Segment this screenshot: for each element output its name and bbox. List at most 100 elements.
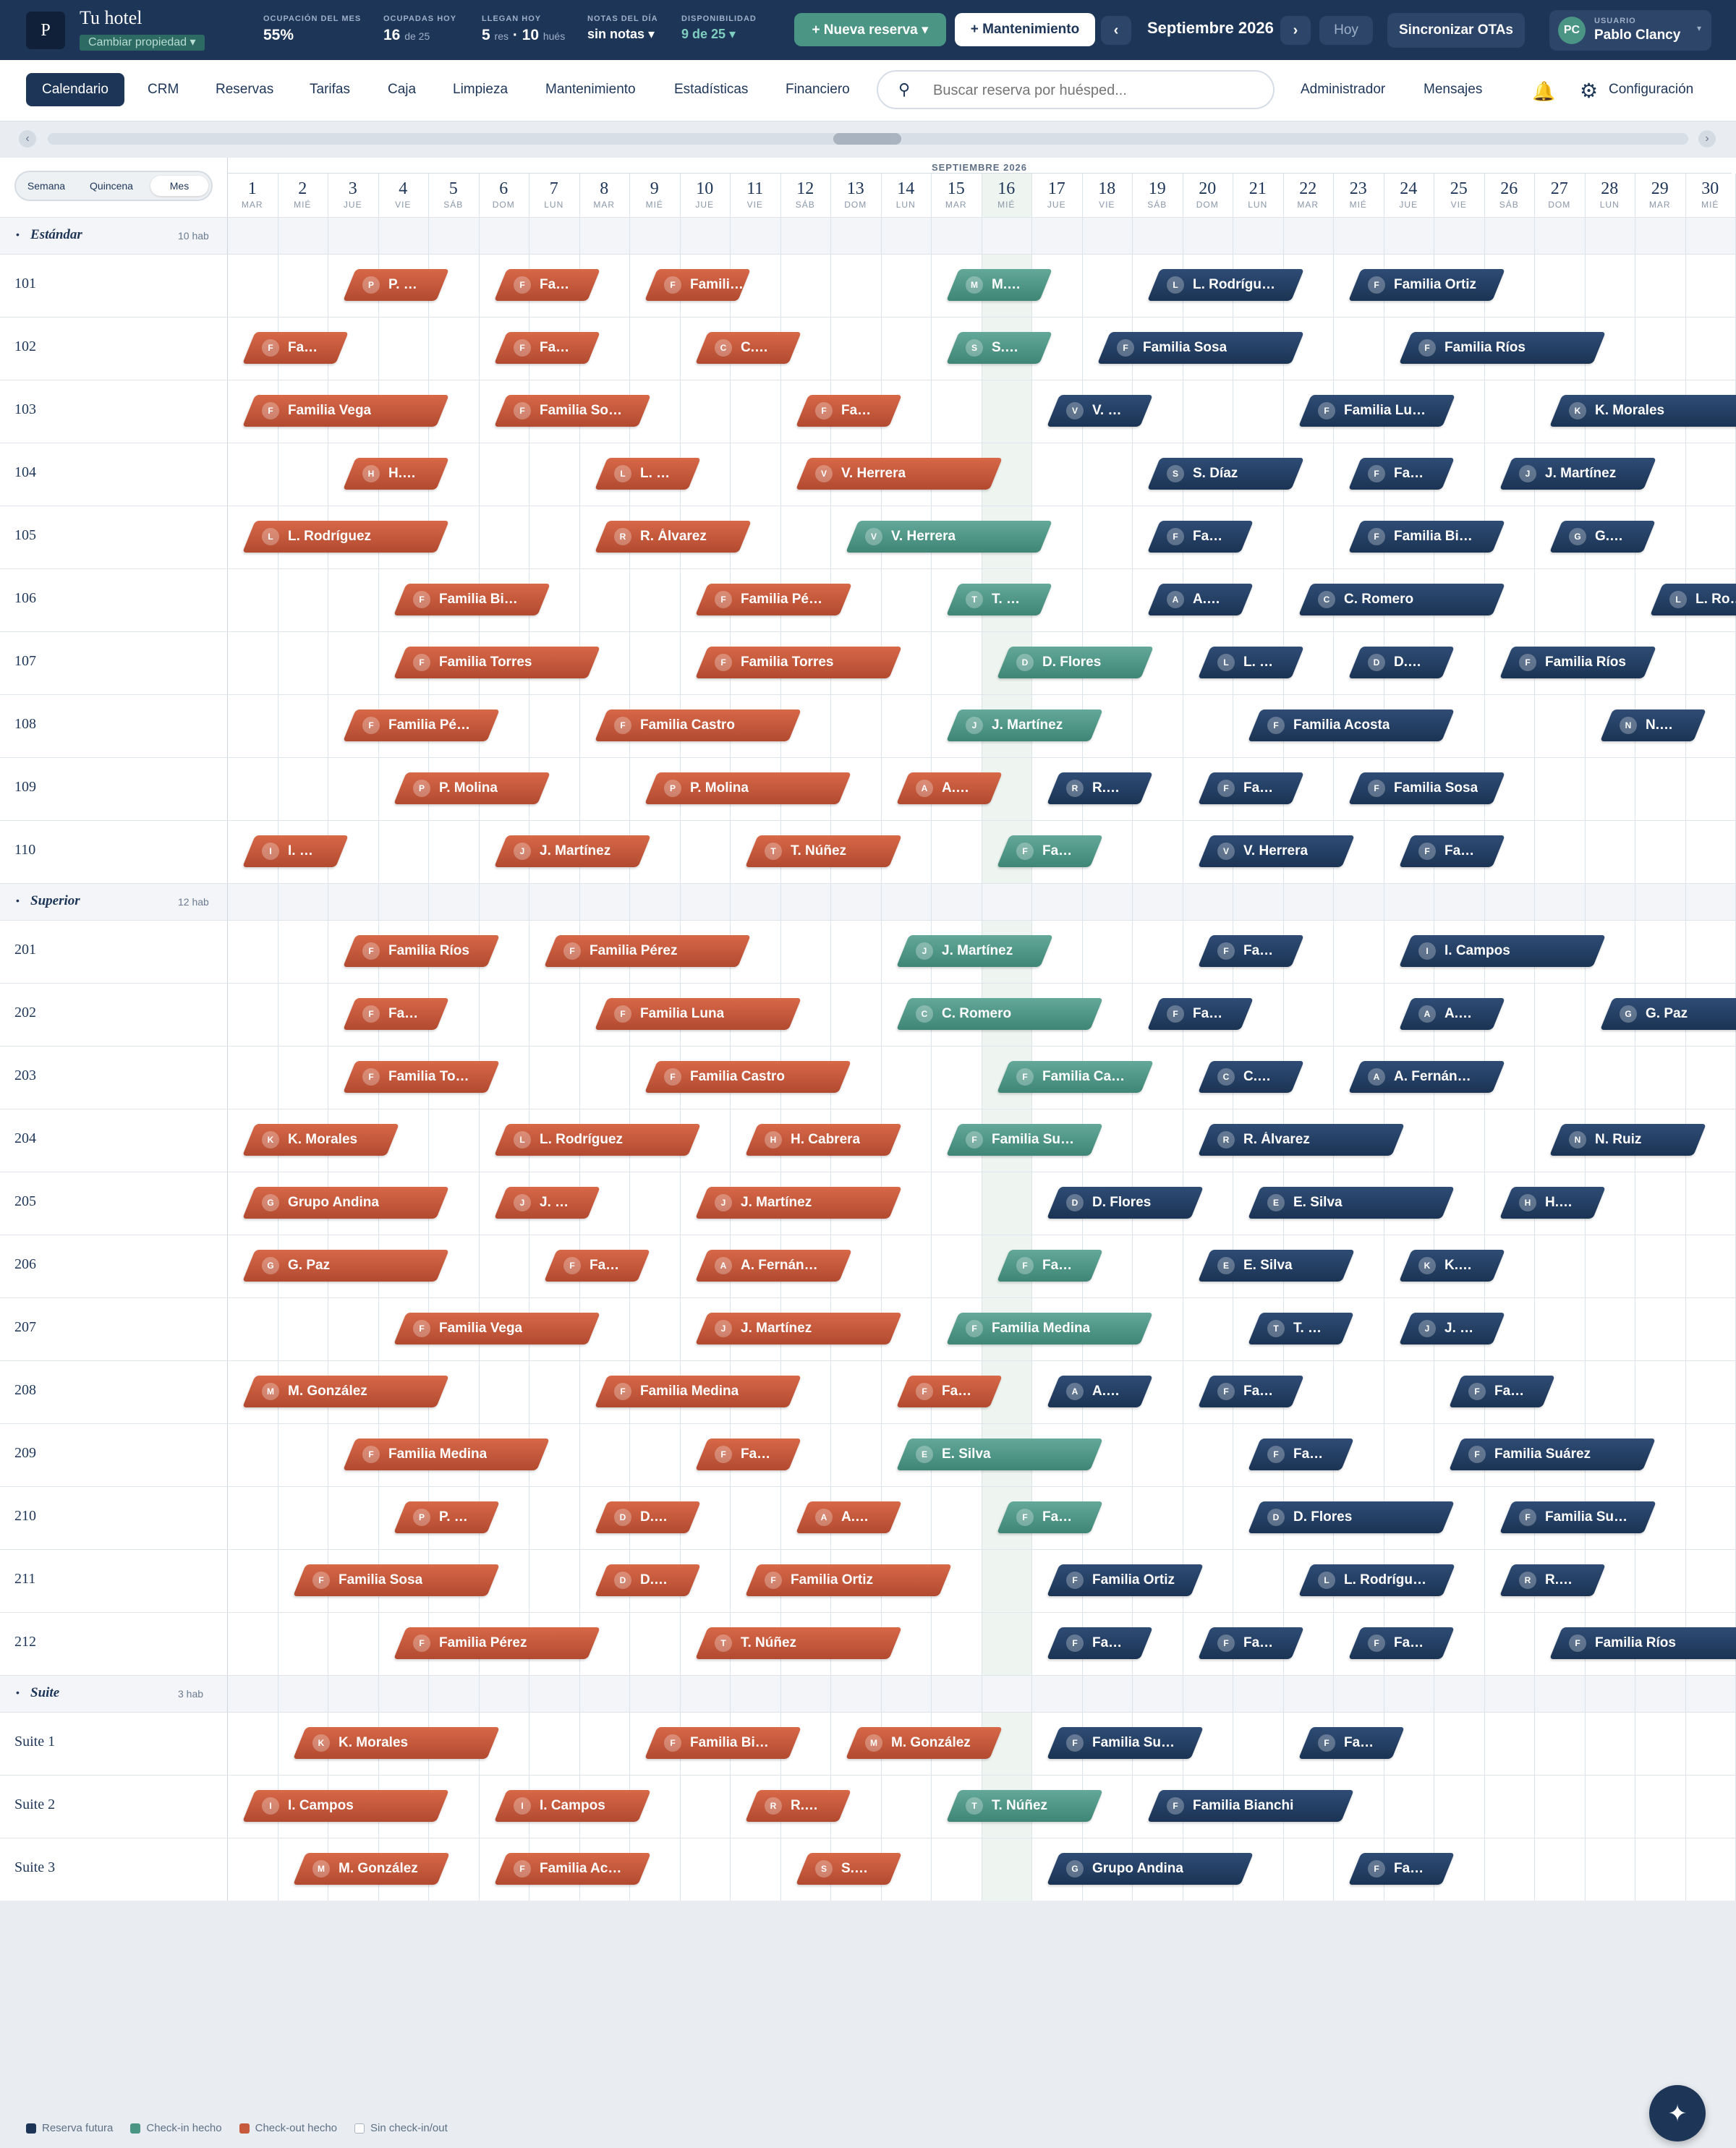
tab-crm[interactable]: CRM [148, 82, 179, 97]
booking-bar[interactable]: S S. Díaz [1147, 458, 1304, 490]
booking-bar[interactable]: M M. González [292, 1853, 449, 1885]
room-label[interactable]: 109 [14, 779, 36, 795]
booking-bar[interactable]: J J. Martínez [895, 935, 1052, 967]
booking-bar[interactable]: K K. Morales [292, 1727, 500, 1759]
booking-bar[interactable]: N N.… [1599, 709, 1706, 741]
booking-bar[interactable]: A A.… [1147, 584, 1254, 615]
booking-bar[interactable]: D D. Flores [996, 647, 1153, 678]
booking-bar[interactable]: F Familia Su… [1499, 1501, 1656, 1533]
booking-bar[interactable]: R R. Álvarez [594, 521, 751, 553]
booking-bar[interactable]: G Grupo Andina [1047, 1853, 1254, 1885]
booking-bar[interactable]: F Familia Bianchi [1147, 1790, 1354, 1822]
today-button[interactable]: Hoy [1319, 16, 1373, 45]
booking-bar[interactable]: F Fa… [1248, 1439, 1354, 1470]
next-month-button[interactable]: › [1280, 16, 1311, 45]
booking-bar[interactable]: L L. … [1197, 647, 1304, 678]
room-label[interactable]: 201 [14, 942, 36, 958]
booking-bar[interactable]: K K. Morales [242, 1124, 399, 1156]
room-label[interactable]: 208 [14, 1382, 36, 1398]
day-header[interactable]: 2 MIÉ [278, 179, 328, 210]
room-label[interactable]: 212 [14, 1634, 36, 1650]
room-label[interactable]: 101 [14, 276, 36, 291]
tab-calendario[interactable]: Calendario [26, 73, 124, 106]
room-label[interactable]: 107 [14, 653, 36, 669]
booking-bar[interactable]: F Familia Ortiz [1047, 1564, 1204, 1596]
day-header[interactable]: 3 JUE [328, 179, 378, 210]
booking-bar[interactable]: F Familia Bi… [393, 584, 550, 615]
booking-bar[interactable]: N N. Ruiz [1549, 1124, 1706, 1156]
tab-mensajes[interactable]: Mensajes [1424, 82, 1483, 97]
day-header[interactable]: 21 LUN [1233, 179, 1283, 210]
booking-bar[interactable]: F Familia Sosa [1348, 772, 1505, 804]
booking-bar[interactable]: H H.… [343, 458, 449, 490]
booking-bar[interactable]: I I. … [242, 835, 349, 867]
booking-bar[interactable]: D D.… [594, 1564, 701, 1596]
booking-bar[interactable]: F Fa… [795, 395, 902, 427]
booking-bar[interactable]: J J. Martínez [493, 835, 650, 867]
booking-bar[interactable]: F Familia Torres [393, 647, 600, 678]
room-label[interactable]: Suite 1 [14, 1734, 56, 1749]
booking-bar[interactable]: A A.… [1398, 998, 1505, 1030]
booking-bar[interactable]: E E. Silva [1248, 1187, 1455, 1219]
day-header[interactable]: 23 MIÉ [1333, 179, 1384, 210]
booking-bar[interactable]: F Fa… [1449, 1376, 1555, 1407]
booking-bar[interactable]: D D. Flores [1248, 1501, 1455, 1533]
booking-bar[interactable]: L L. Rodrí… [1650, 584, 1736, 615]
booking-bar[interactable]: F Familia Ac… [493, 1853, 650, 1885]
room-label[interactable]: 203 [14, 1067, 36, 1083]
booking-bar[interactable]: T T. Núñez [694, 1627, 902, 1659]
booking-bar[interactable]: J J. Martínez [946, 709, 1103, 741]
booking-bar[interactable]: F Fa… [343, 998, 449, 1030]
booking-bar[interactable]: F Familia Ríos [1398, 332, 1606, 364]
booking-bar[interactable]: F Fa… [493, 269, 600, 301]
tab-financiero[interactable]: Financiero [786, 82, 850, 97]
tab-estadisticas[interactable]: Estadísticas [674, 82, 749, 97]
booking-bar[interactable]: A A.… [1047, 1376, 1153, 1407]
booking-bar[interactable]: D D.… [1348, 647, 1455, 678]
sync-otas-button[interactable]: Sincronizar OTAs [1387, 13, 1525, 48]
room-label[interactable]: 103 [14, 401, 36, 417]
room-label[interactable]: 204 [14, 1130, 36, 1146]
booking-bar[interactable]: F Familia Ríos [343, 935, 500, 967]
day-header[interactable]: 24 JUE [1384, 179, 1434, 210]
day-header[interactable]: 27 DOM [1534, 179, 1585, 210]
booking-bar[interactable]: F Familia Pérez [393, 1627, 600, 1659]
configuration-link[interactable]: Configuración [1609, 82, 1694, 97]
tab-tarifas[interactable]: Tarifas [310, 82, 350, 97]
search-input[interactable] [933, 80, 1251, 101]
booking-bar[interactable]: F Fa… [1298, 1727, 1405, 1759]
booking-bar[interactable]: F Fa… [1348, 1853, 1455, 1885]
room-label[interactable]: 209 [14, 1445, 36, 1461]
room-label[interactable]: Suite 3 [14, 1859, 56, 1875]
search-box[interactable]: ⚲ [877, 70, 1275, 109]
booking-bar[interactable]: D D. Flores [1047, 1187, 1204, 1219]
scroll-right-button[interactable]: › [1698, 130, 1716, 148]
day-header[interactable]: 14 LUN [881, 179, 932, 210]
booking-bar[interactable]: F Familia Torres [694, 647, 902, 678]
booking-bar[interactable]: J J. Martínez [1499, 458, 1656, 490]
booking-bar[interactable]: F Fa… [1047, 1627, 1153, 1659]
booking-bar[interactable]: R R.… [745, 1790, 851, 1822]
day-header[interactable]: 9 MIÉ [629, 179, 680, 210]
booking-bar[interactable]: J J. Martínez [694, 1187, 902, 1219]
day-header[interactable]: 30 MIÉ [1685, 179, 1736, 210]
booking-bar[interactable]: L L. Rodrígu… [1147, 269, 1304, 301]
room-label[interactable]: 211 [14, 1571, 36, 1587]
booking-bar[interactable]: F Familia Medina [343, 1439, 550, 1470]
booking-bar[interactable]: F Familia Lu… [1298, 395, 1455, 427]
tab-caja[interactable]: Caja [388, 82, 417, 97]
booking-bar[interactable]: H H.… [1499, 1187, 1606, 1219]
booking-bar[interactable]: I I. Campos [242, 1790, 449, 1822]
booking-bar[interactable]: F Familia Vega [393, 1313, 600, 1344]
gear-icon[interactable]: ⚙ [1580, 80, 1599, 102]
booking-bar[interactable]: F Familia Vega [242, 395, 449, 427]
booking-bar[interactable]: F Familia Sosa [292, 1564, 500, 1596]
booking-bar[interactable]: F Familia Suárez [1449, 1439, 1656, 1470]
booking-bar[interactable]: P P. Molina [393, 772, 550, 804]
booking-bar[interactable]: J J. … [1398, 1313, 1505, 1344]
booking-bar[interactable]: V V. Herrera [846, 521, 1052, 553]
booking-bar[interactable]: F Familia Pé… [343, 709, 500, 741]
day-header[interactable]: 1 MAR [227, 179, 278, 210]
booking-bar[interactable]: T T. Núñez [745, 835, 902, 867]
day-header[interactable]: 15 MAR [931, 179, 982, 210]
